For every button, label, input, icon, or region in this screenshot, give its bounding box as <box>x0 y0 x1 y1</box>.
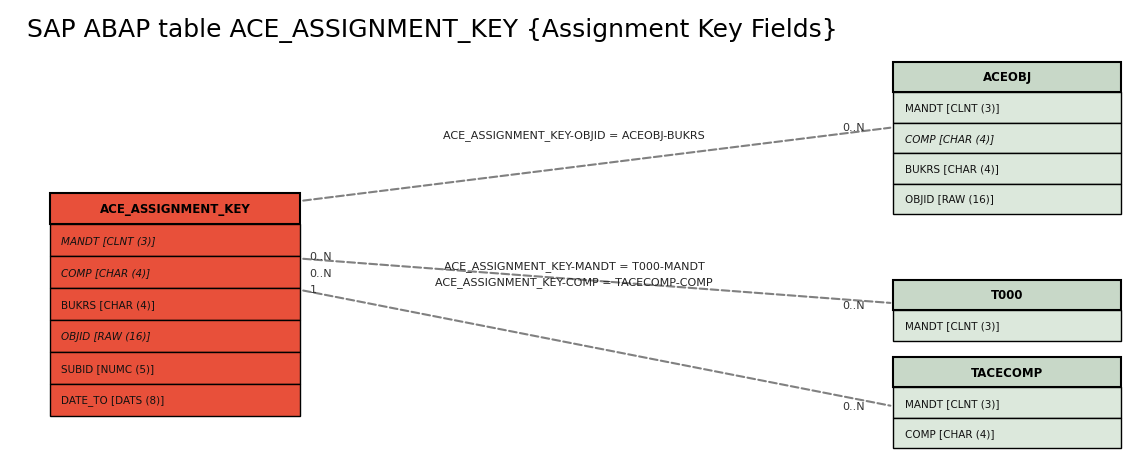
Bar <box>893 63 1122 93</box>
Bar <box>893 280 1122 310</box>
Text: T000: T000 <box>991 289 1023 302</box>
Bar <box>49 193 301 225</box>
Text: OBJID [RAW (16)]: OBJID [RAW (16)] <box>905 194 993 204</box>
Bar <box>893 387 1122 418</box>
Text: ACE_ASSIGNMENT_KEY-MANDT = T000-MANDT: ACE_ASSIGNMENT_KEY-MANDT = T000-MANDT <box>443 261 705 271</box>
Text: 0..N: 0..N <box>841 301 864 311</box>
Text: BUKRS [CHAR (4)]: BUKRS [CHAR (4)] <box>61 299 155 309</box>
Text: MANDT [CLNT (3)]: MANDT [CLNT (3)] <box>905 398 999 408</box>
Text: 0..N: 0..N <box>841 123 864 133</box>
Text: MANDT [CLNT (3)]: MANDT [CLNT (3)] <box>61 236 156 246</box>
Text: TACECOMP: TACECOMP <box>971 366 1044 379</box>
Text: 0..N: 0..N <box>310 252 332 262</box>
Text: SUBID [NUMC (5)]: SUBID [NUMC (5)] <box>61 363 154 373</box>
Bar <box>893 184 1122 215</box>
Bar <box>893 357 1122 387</box>
Text: BUKRS [CHAR (4)]: BUKRS [CHAR (4)] <box>905 164 999 174</box>
Text: ACE_ASSIGNMENT_KEY-OBJID = ACEOBJ-BUKRS: ACE_ASSIGNMENT_KEY-OBJID = ACEOBJ-BUKRS <box>443 129 705 140</box>
Text: COMP [CHAR (4)]: COMP [CHAR (4)] <box>61 268 150 278</box>
Text: COMP [CHAR (4)]: COMP [CHAR (4)] <box>905 428 994 438</box>
Bar <box>893 418 1122 448</box>
Bar <box>893 123 1122 154</box>
Text: MANDT [CLNT (3)]: MANDT [CLNT (3)] <box>905 103 999 113</box>
Bar <box>49 257 301 288</box>
Text: ACEOBJ: ACEOBJ <box>983 71 1032 84</box>
Bar <box>893 93 1122 123</box>
Text: ACE_ASSIGNMENT_KEY: ACE_ASSIGNMENT_KEY <box>100 202 250 216</box>
Bar <box>49 225 301 257</box>
Text: MANDT [CLNT (3)]: MANDT [CLNT (3)] <box>905 321 999 331</box>
Bar <box>49 384 301 416</box>
Text: SAP ABAP table ACE_ASSIGNMENT_KEY {Assignment Key Fields}: SAP ABAP table ACE_ASSIGNMENT_KEY {Assig… <box>26 18 838 43</box>
Text: DATE_TO [DATS (8)]: DATE_TO [DATS (8)] <box>61 395 164 405</box>
Bar <box>893 154 1122 184</box>
Text: COMP [CHAR (4)]: COMP [CHAR (4)] <box>905 134 994 144</box>
Text: 0..N: 0..N <box>310 268 332 278</box>
Text: ACE_ASSIGNMENT_KEY-COMP = TACECOMP-COMP: ACE_ASSIGNMENT_KEY-COMP = TACECOMP-COMP <box>435 277 713 288</box>
Text: OBJID [RAW (16)]: OBJID [RAW (16)] <box>61 331 150 341</box>
Bar <box>49 352 301 384</box>
Text: 0..N: 0..N <box>841 401 864 411</box>
Bar <box>49 320 301 352</box>
Bar <box>49 288 301 320</box>
Bar <box>893 310 1122 341</box>
Text: 1: 1 <box>310 285 317 295</box>
